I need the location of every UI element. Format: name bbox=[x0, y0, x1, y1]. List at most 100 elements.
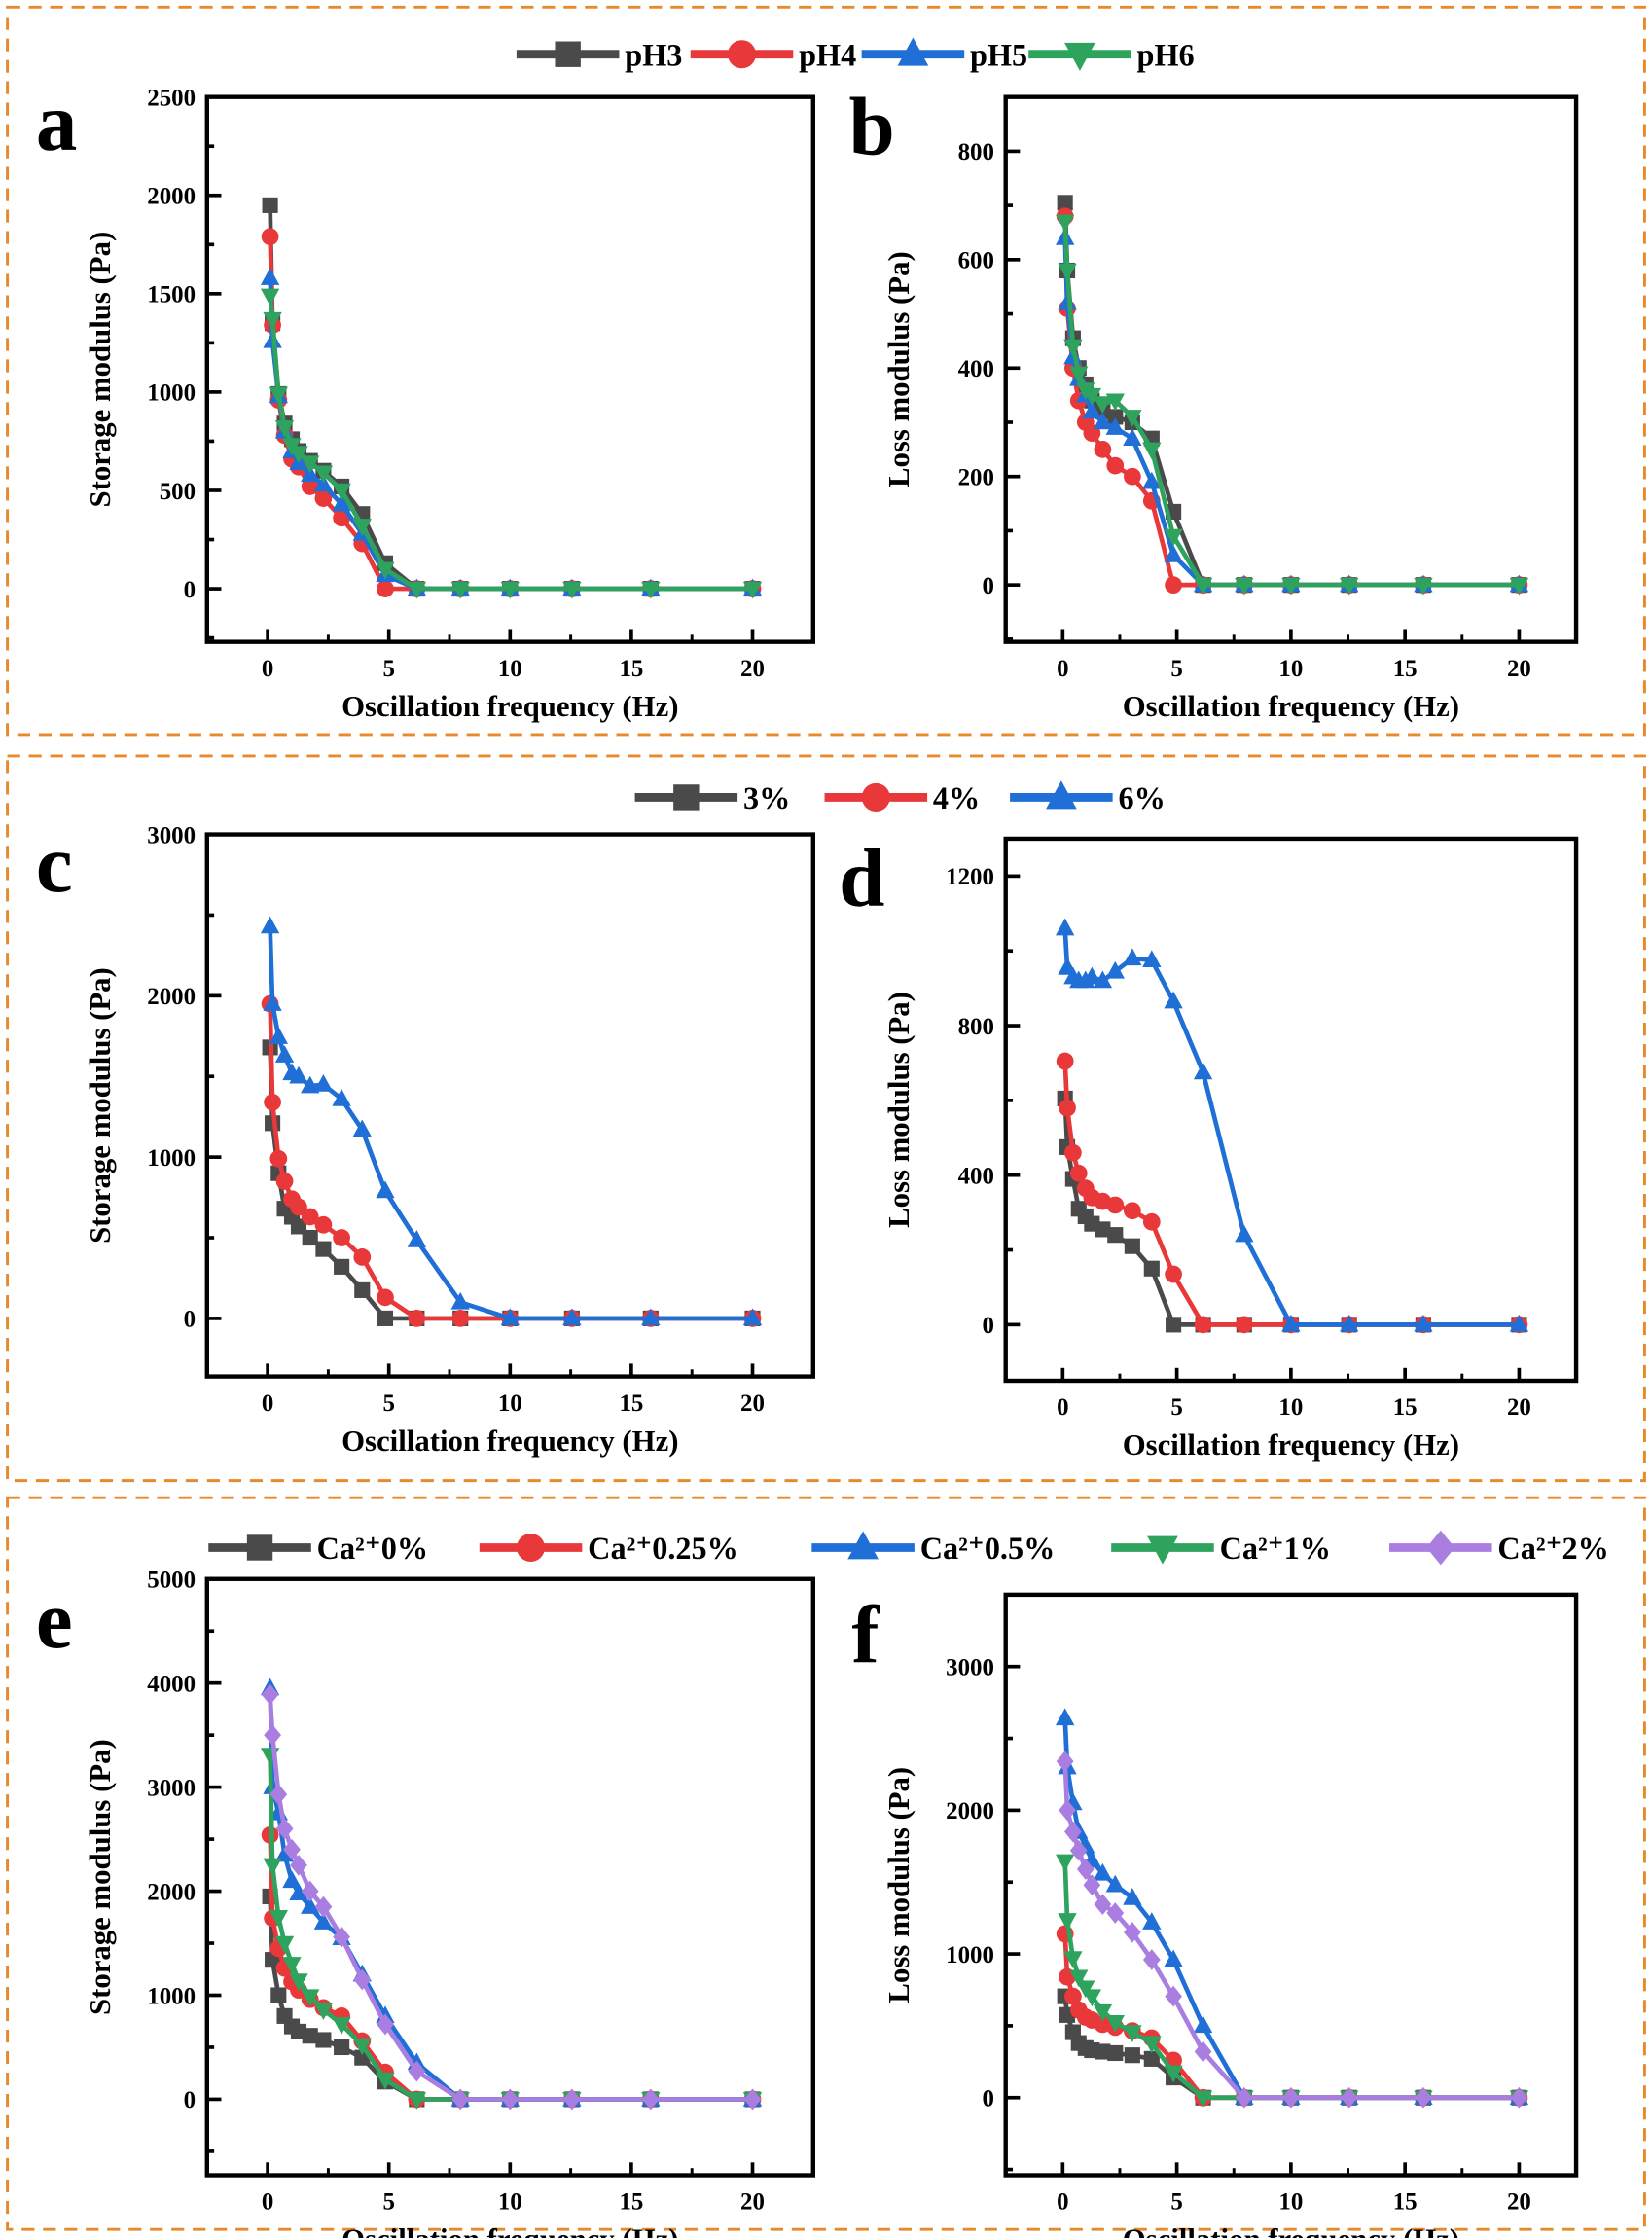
panel-c: c 0 5 10 15 20 0 1000 2000 3000 Oscillation freque… bbox=[36, 818, 816, 1458]
data-point bbox=[1123, 2025, 1142, 2043]
data-point bbox=[1082, 1989, 1102, 2007]
data-point bbox=[314, 1895, 333, 1918]
legend-label: pH4 bbox=[799, 37, 856, 72]
data-point bbox=[269, 1027, 288, 1044]
data-point bbox=[269, 386, 288, 405]
legend-item: pH5 bbox=[861, 37, 1027, 72]
data-point bbox=[269, 1910, 288, 1928]
data-point bbox=[1281, 1314, 1301, 1332]
data-point bbox=[1165, 1265, 1182, 1283]
data-point bbox=[407, 1230, 427, 1247]
series-line bbox=[268, 204, 753, 592]
data-point bbox=[1124, 1238, 1140, 1254]
data-point bbox=[302, 1229, 318, 1246]
data-point bbox=[1095, 1221, 1111, 1238]
series-3 bbox=[1056, 918, 1529, 1332]
data-point bbox=[263, 311, 282, 330]
series-line bbox=[268, 277, 753, 592]
y-tick-label: 0 bbox=[983, 573, 994, 599]
data-point bbox=[313, 474, 334, 492]
data-point bbox=[301, 478, 319, 495]
series-3 bbox=[1056, 1708, 1529, 2106]
y-tick-label: 3000 bbox=[147, 822, 196, 848]
data-point bbox=[1058, 1913, 1077, 1931]
y-tick-label: 0 bbox=[184, 1307, 196, 1333]
panel-d: d 0 5 10 15 20 0 400 800 1200 Oscillation frequenc… bbox=[839, 833, 1579, 1462]
data-point bbox=[1123, 948, 1142, 966]
triangle-up-legend-marker bbox=[847, 1531, 879, 1560]
legend-item: Ca²⁺2% bbox=[1389, 1530, 1609, 1566]
panel-letter: e bbox=[36, 1574, 73, 1666]
series-2 bbox=[261, 228, 762, 597]
data-point bbox=[274, 1045, 295, 1063]
legend-label: pH5 bbox=[970, 37, 1027, 72]
data-point bbox=[1143, 1260, 1160, 1277]
data-point bbox=[1107, 2044, 1124, 2062]
legend-item: 3% bbox=[634, 780, 790, 815]
data-point bbox=[1069, 1969, 1089, 1988]
data-point bbox=[408, 2060, 426, 2082]
plot-frame bbox=[204, 832, 816, 1379]
data-point bbox=[562, 581, 582, 599]
x-tick-label: 20 bbox=[1507, 656, 1531, 682]
y-tick-label: 1500 bbox=[147, 282, 196, 308]
data-point bbox=[352, 1119, 372, 1137]
data-point bbox=[334, 2039, 350, 2056]
data-point bbox=[1124, 467, 1141, 486]
data-point bbox=[260, 288, 280, 307]
x-axis-label: Oscillation frequency (Hz) bbox=[1123, 1428, 1459, 1462]
data-point bbox=[1107, 409, 1124, 425]
data-point bbox=[1064, 1987, 1082, 2005]
legend-label: Ca²⁺0.25% bbox=[588, 1531, 738, 1566]
data-point bbox=[1142, 2036, 1162, 2054]
y-tick-label: 3000 bbox=[946, 1655, 994, 1681]
x-tick-label: 20 bbox=[1507, 1394, 1531, 1421]
data-point bbox=[301, 1989, 320, 2007]
data-point bbox=[1142, 471, 1162, 489]
y-tick-label: 800 bbox=[958, 1014, 994, 1040]
data-point bbox=[562, 1308, 582, 1326]
circle-legend-marker bbox=[517, 1533, 546, 1563]
data-point bbox=[1056, 1854, 1075, 1872]
y-axis-label: Storage modulus (Pa) bbox=[84, 232, 117, 508]
y-tick-label: 400 bbox=[958, 356, 994, 382]
data-point bbox=[376, 561, 395, 580]
data-point bbox=[1142, 1912, 1162, 1930]
x-tick-label: 0 bbox=[262, 1390, 273, 1417]
legend-label: pH3 bbox=[625, 37, 682, 72]
panel-letter: a bbox=[36, 77, 78, 168]
data-point bbox=[1193, 2090, 1213, 2109]
data-point bbox=[1063, 1951, 1083, 1968]
square-legend-marker bbox=[555, 41, 581, 67]
x-tick-label: 15 bbox=[619, 1390, 643, 1417]
series-3 bbox=[260, 916, 763, 1326]
data-point bbox=[1106, 456, 1125, 475]
panel-e: e 0 5 10 15 20 0 1000 2000 3000 4000 5000 Oscillatio… bbox=[36, 1568, 816, 2238]
data-point bbox=[315, 1241, 332, 1257]
data-point bbox=[313, 1074, 334, 1092]
series-1 bbox=[1057, 1988, 1527, 2106]
legend-item: Ca²⁺0% bbox=[208, 1531, 428, 1566]
series-line bbox=[1062, 1933, 1520, 2101]
data-point bbox=[1194, 1316, 1212, 1334]
data-point bbox=[289, 1065, 308, 1084]
data-point bbox=[1235, 1316, 1253, 1334]
series-3 bbox=[260, 268, 763, 596]
y-tick-label: 2000 bbox=[946, 1798, 994, 1824]
data-point bbox=[332, 2017, 351, 2035]
data-point bbox=[1164, 1949, 1183, 1967]
data-point bbox=[313, 2003, 334, 2020]
y-tick-label: 1000 bbox=[147, 380, 196, 407]
series-line bbox=[1062, 216, 1520, 588]
data-point bbox=[289, 1973, 308, 1992]
plot-frame bbox=[204, 1576, 816, 2178]
data-point bbox=[1064, 1821, 1082, 1843]
data-point bbox=[1095, 2043, 1111, 2060]
data-point bbox=[275, 1173, 294, 1190]
data-point bbox=[334, 1258, 350, 1275]
data-point bbox=[1143, 2050, 1160, 2067]
data-point bbox=[1509, 1314, 1529, 1332]
y-tick-label: 800 bbox=[958, 139, 994, 165]
panel-letter: d bbox=[839, 833, 884, 924]
